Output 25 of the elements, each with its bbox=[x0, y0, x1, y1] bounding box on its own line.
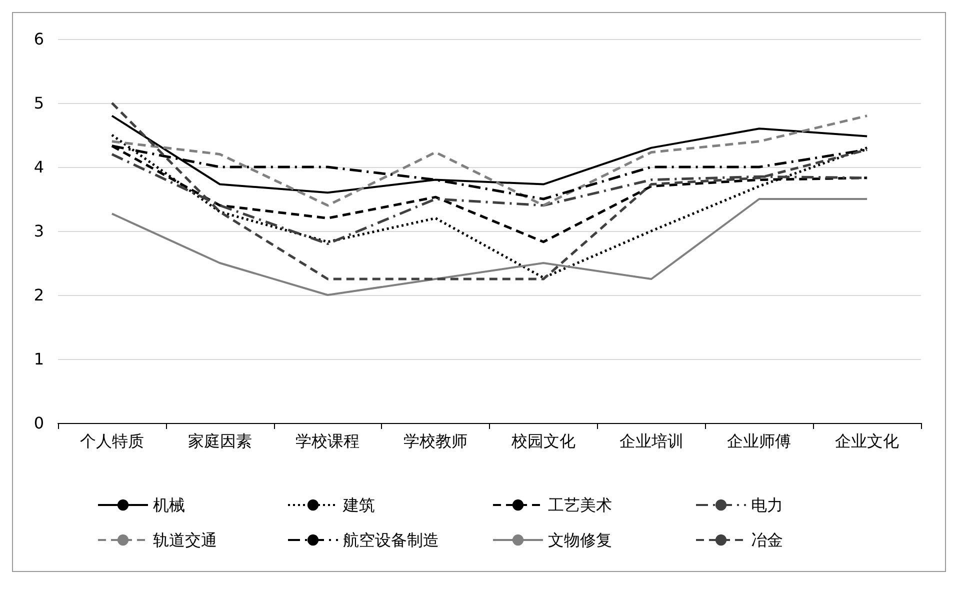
x-tick-label: 家庭因素 bbox=[188, 432, 252, 450]
y-tick-label: 5 bbox=[34, 94, 44, 112]
legend-label: 工艺美术 bbox=[548, 496, 612, 514]
legend-label: 机械 bbox=[153, 496, 185, 514]
x-tick-label: 学校课程 bbox=[296, 432, 360, 450]
legend-label: 冶金 bbox=[751, 530, 783, 550]
line-series bbox=[110, 102, 868, 280]
x-tick-label: 企业培训 bbox=[619, 432, 684, 450]
legend-label: 文物修复 bbox=[548, 530, 612, 550]
x-tick-label: 校园文化 bbox=[510, 432, 576, 450]
y-tick-label: 1 bbox=[34, 350, 44, 368]
y-tick-label: 6 bbox=[34, 30, 44, 48]
x-tick-label: 企业师傅 bbox=[727, 432, 792, 450]
y-tick-label: 3 bbox=[34, 222, 44, 240]
x-tick-label: 学校教师 bbox=[404, 432, 468, 450]
y-tick-label: 2 bbox=[34, 286, 44, 304]
legend-label: 航空设备制造 bbox=[343, 530, 439, 550]
y-tick-label: 4 bbox=[34, 158, 44, 176]
line-series bbox=[110, 198, 868, 296]
y-tick-label: 0 bbox=[34, 414, 44, 432]
x-tick-label: 企业文化 bbox=[835, 432, 900, 450]
legend-label: 建筑 bbox=[342, 496, 375, 514]
legend-label: 电力 bbox=[751, 496, 783, 514]
legend-label: 轨道交通 bbox=[153, 530, 217, 550]
x-tick-label: 个人特质 bbox=[80, 432, 144, 450]
